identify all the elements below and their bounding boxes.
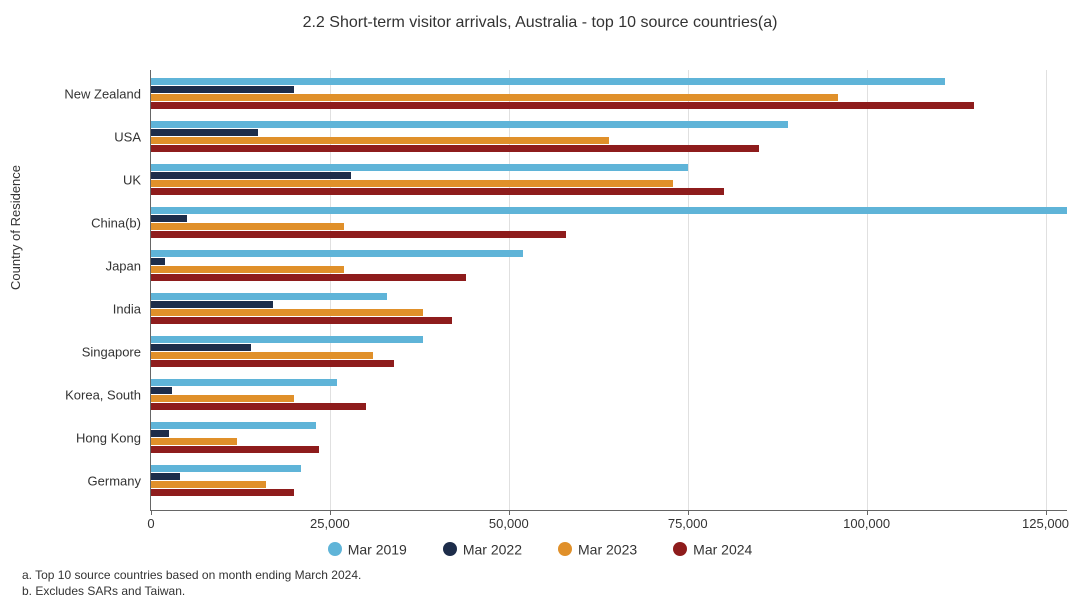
bar bbox=[151, 137, 609, 144]
bar bbox=[151, 403, 366, 410]
x-tick-label: 25,000 bbox=[310, 516, 350, 531]
bar bbox=[151, 164, 688, 171]
category-label: Singapore bbox=[82, 344, 141, 359]
bar bbox=[151, 145, 759, 152]
legend-item: Mar 2019 bbox=[328, 540, 407, 557]
chart-container: 2.2 Short-term visitor arrivals, Austral… bbox=[0, 0, 1080, 608]
bar bbox=[151, 250, 523, 257]
category-group: Japan bbox=[151, 250, 1067, 281]
category-group: USA bbox=[151, 121, 1067, 152]
bar bbox=[151, 274, 466, 281]
category-group: Singapore bbox=[151, 336, 1067, 367]
legend-swatch bbox=[328, 542, 342, 556]
bar bbox=[151, 387, 172, 394]
legend-item: Mar 2023 bbox=[558, 540, 637, 557]
x-tick-mark bbox=[330, 510, 331, 515]
bar bbox=[151, 379, 337, 386]
bar bbox=[151, 438, 237, 445]
x-tick-mark bbox=[151, 510, 152, 515]
bar bbox=[151, 172, 351, 179]
bar bbox=[151, 129, 258, 136]
legend-label: Mar 2024 bbox=[693, 541, 752, 557]
category-label: China(b) bbox=[91, 215, 141, 230]
y-axis-label: Country of Residence bbox=[8, 165, 23, 290]
x-tick-label: 50,000 bbox=[489, 516, 529, 531]
bar bbox=[151, 293, 387, 300]
category-group: China(b) bbox=[151, 207, 1067, 238]
legend-label: Mar 2019 bbox=[348, 541, 407, 557]
legend-item: Mar 2024 bbox=[673, 540, 752, 557]
x-tick-mark bbox=[867, 510, 868, 515]
bar bbox=[151, 215, 187, 222]
bar bbox=[151, 352, 373, 359]
bar bbox=[151, 94, 838, 101]
footnote-line: b. Excludes SARs and Taiwan. bbox=[22, 584, 361, 600]
bar bbox=[151, 180, 673, 187]
x-tick-label: 0 bbox=[147, 516, 154, 531]
category-group: Hong Kong bbox=[151, 422, 1067, 453]
bar bbox=[151, 336, 423, 343]
bar bbox=[151, 102, 974, 109]
bar bbox=[151, 301, 273, 308]
bar bbox=[151, 231, 566, 238]
bar bbox=[151, 473, 180, 480]
legend-item: Mar 2022 bbox=[443, 540, 522, 557]
x-tick-label: 75,000 bbox=[668, 516, 708, 531]
category-group: New Zealand bbox=[151, 78, 1067, 109]
legend-swatch bbox=[558, 542, 572, 556]
x-tick-label: 100,000 bbox=[843, 516, 890, 531]
legend-label: Mar 2023 bbox=[578, 541, 637, 557]
category-group: India bbox=[151, 293, 1067, 324]
bar bbox=[151, 258, 165, 265]
bar bbox=[151, 430, 169, 437]
category-group: Germany bbox=[151, 465, 1067, 496]
legend-label: Mar 2022 bbox=[463, 541, 522, 557]
footnote-line: a. Top 10 source countries based on mont… bbox=[22, 568, 361, 584]
x-tick-mark bbox=[688, 510, 689, 515]
category-label: Korea, South bbox=[65, 387, 141, 402]
category-label: USA bbox=[114, 129, 141, 144]
category-group: UK bbox=[151, 164, 1067, 195]
bar bbox=[151, 309, 423, 316]
bar bbox=[151, 395, 294, 402]
bar bbox=[151, 422, 316, 429]
x-tick-mark bbox=[1046, 510, 1047, 515]
x-tick-mark bbox=[509, 510, 510, 515]
legend: Mar 2019 Mar 2022 Mar 2023 Mar 2024 bbox=[0, 540, 1080, 557]
bar bbox=[151, 121, 788, 128]
footnotes: a. Top 10 source countries based on mont… bbox=[22, 568, 361, 599]
category-label: Germany bbox=[88, 473, 141, 488]
category-label: India bbox=[113, 301, 141, 316]
bar bbox=[151, 489, 294, 496]
bar bbox=[151, 360, 394, 367]
category-group: Korea, South bbox=[151, 379, 1067, 410]
bar bbox=[151, 78, 945, 85]
bar bbox=[151, 446, 319, 453]
bar bbox=[151, 344, 251, 351]
category-label: Hong Kong bbox=[76, 430, 141, 445]
plot-area: 025,00050,00075,000100,000125,000New Zea… bbox=[150, 70, 1067, 511]
category-label: New Zealand bbox=[64, 86, 141, 101]
chart-title: 2.2 Short-term visitor arrivals, Austral… bbox=[0, 14, 1080, 32]
x-tick-label: 125,000 bbox=[1022, 516, 1069, 531]
legend-swatch bbox=[443, 542, 457, 556]
bar bbox=[151, 86, 294, 93]
legend-swatch bbox=[673, 542, 687, 556]
category-label: UK bbox=[123, 172, 141, 187]
bar bbox=[151, 266, 344, 273]
bar bbox=[151, 481, 266, 488]
bar bbox=[151, 465, 301, 472]
category-label: Japan bbox=[106, 258, 141, 273]
bar bbox=[151, 207, 1067, 214]
bar bbox=[151, 188, 724, 195]
bar bbox=[151, 223, 344, 230]
bar bbox=[151, 317, 452, 324]
